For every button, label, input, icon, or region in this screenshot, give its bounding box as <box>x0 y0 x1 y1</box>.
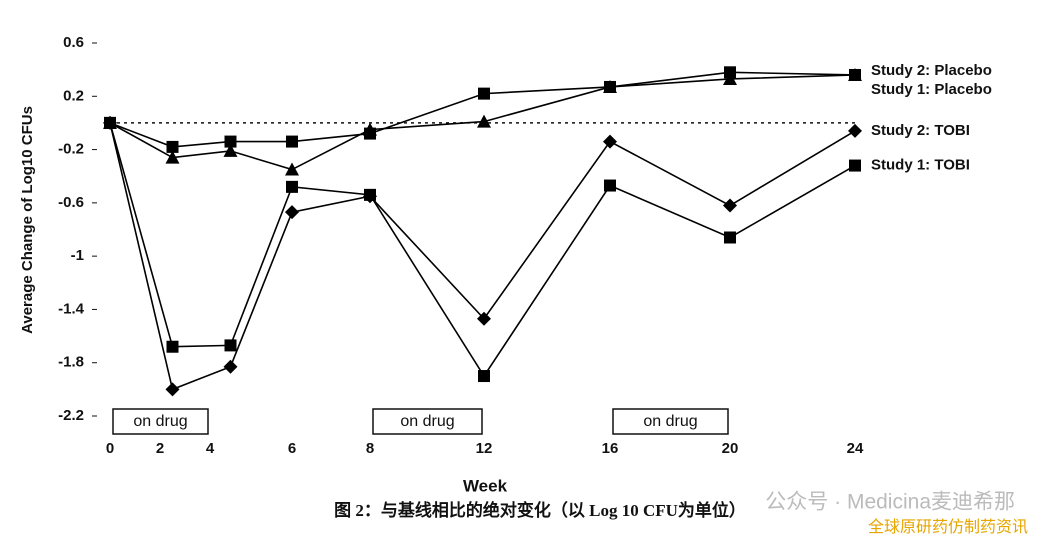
watermark: 公众号 · Medicina麦迪希那 <box>765 491 1015 514</box>
x-tick-label: 0 <box>106 440 114 457</box>
point <box>286 135 298 148</box>
legend-label: Study 2: Placebo <box>871 62 992 79</box>
annotation-box <box>372 408 483 435</box>
point <box>478 370 490 383</box>
x-tick-label: 12 <box>476 440 493 457</box>
y-tick-label: -0.2 <box>58 141 84 158</box>
point <box>603 134 617 149</box>
caption: 图 2：与基线相比的绝对变化（以 Log 10 CFU为单位） <box>334 500 746 520</box>
x-tick-label: 20 <box>722 440 739 457</box>
x-tick-label: 16 <box>602 440 619 457</box>
point <box>224 339 237 352</box>
point <box>286 180 298 193</box>
point <box>223 143 238 157</box>
y-tick-label: -2.2 <box>58 407 84 424</box>
x-tick-label: 6 <box>288 440 296 457</box>
point <box>285 162 299 176</box>
point <box>724 231 736 244</box>
y-tick-label: -1.8 <box>58 354 84 371</box>
series-line <box>109 122 856 391</box>
point <box>223 359 238 374</box>
point <box>166 140 179 153</box>
point <box>604 179 616 192</box>
point <box>364 188 376 201</box>
point <box>848 67 862 81</box>
point <box>224 135 237 148</box>
series-line <box>109 71 856 148</box>
point <box>478 87 490 100</box>
series-line <box>109 122 856 378</box>
point <box>166 340 179 353</box>
point <box>104 116 116 129</box>
point <box>363 122 377 136</box>
annotation-label: on drug <box>133 413 187 430</box>
annotation-box <box>112 408 209 435</box>
x-tick-label: 8 <box>366 440 374 457</box>
annotation-label: on drug <box>400 413 454 430</box>
y-tick-label: 0.6 <box>63 34 84 51</box>
legend-label: Study 1: Placebo <box>871 81 992 98</box>
annotation-box <box>612 408 729 435</box>
point <box>285 205 299 220</box>
x-tick-label: 2 <box>156 440 164 457</box>
y-tick-label: -0.6 <box>58 194 84 211</box>
point <box>603 79 617 93</box>
point <box>723 71 737 85</box>
point <box>849 159 861 172</box>
y-tick-label: -1.4 <box>58 300 85 317</box>
point <box>165 382 180 397</box>
x-tick-label: 24 <box>847 440 864 457</box>
y-axis-label: Average Change of Log10 CFUs <box>19 106 36 334</box>
x-axis-label: Week <box>463 476 508 495</box>
legend-label: Study 2: TOBI <box>871 122 970 139</box>
y-tick-label: -1 <box>71 247 84 264</box>
point <box>165 150 180 164</box>
annotation-label: on drug <box>643 413 697 430</box>
legend-label: Study 1: TOBI <box>871 157 970 174</box>
point <box>477 311 491 326</box>
point <box>723 198 737 213</box>
point <box>477 114 491 128</box>
y-tick-label: 0.2 <box>63 87 84 104</box>
x-tick-label: 4 <box>206 440 215 457</box>
point <box>848 123 862 138</box>
watermark: 全球原研药仿制药资讯 <box>868 518 1028 536</box>
